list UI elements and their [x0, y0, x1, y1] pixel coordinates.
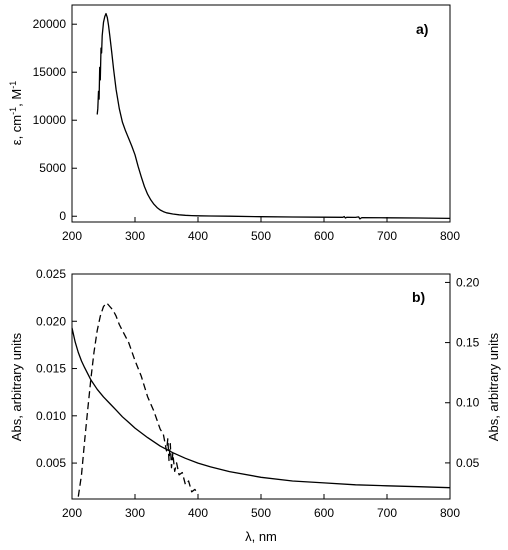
x-tick-label: 800	[440, 229, 460, 243]
panel-a-x-ticks: 200 300 400 500 600 700 800	[62, 217, 460, 243]
panel-b-y-axis-title: Abs, arbitrary units	[9, 332, 24, 441]
panel-b-right-y-axis-title: Abs, arbitrary units	[486, 332, 501, 441]
y-tick-label: 0.015	[36, 362, 66, 376]
x-tick-label: 600	[314, 229, 334, 243]
x-tick-label: 700	[377, 506, 397, 520]
y-tick-label: 15000	[33, 65, 67, 79]
x-tick-label: 500	[251, 506, 271, 520]
panel-b-y-ticks: 0.005 0.010 0.015 0.020 0.025	[36, 267, 77, 470]
y-tick-label: 0.025	[36, 267, 66, 281]
x-tick-label: 300	[125, 229, 145, 243]
right-y-tick-label: 0.20	[456, 275, 480, 289]
x-tick-label: 400	[188, 506, 208, 520]
y-tick-label: 0.005	[36, 456, 66, 470]
panel-b-label: b)	[412, 289, 425, 305]
y-tick-label: 0	[59, 209, 66, 223]
solid-series-line	[71, 327, 451, 489]
y-tick-label: 0.010	[36, 409, 66, 423]
y-tick-label: 0.020	[36, 314, 66, 328]
x-tick-label: 200	[62, 229, 82, 243]
panel-a-plot-frame	[71, 4, 451, 223]
solid-series-line	[96, 12, 451, 220]
panel-a: 200 300 400 500 600 700 800 0 5000 10000 15000 200…	[8, 4, 460, 243]
y-tick-label: 20000	[33, 17, 67, 31]
right-y-tick-label: 0.10	[456, 396, 480, 410]
right-y-tick-label: 0.05	[456, 456, 480, 470]
y-tick-label: 10000	[33, 113, 67, 127]
x-tick-label: 600	[314, 506, 334, 520]
right-y-tick-label: 0.15	[456, 336, 480, 350]
panel-b-x-axis-title: λ, nm	[245, 529, 277, 544]
panel-b-series	[71, 302, 451, 497]
panel-b-plot-frame	[71, 273, 451, 500]
panel-b-right-y-ticks: 0.05 0.10 0.15 0.20	[445, 275, 480, 470]
x-tick-label: 200	[62, 506, 82, 520]
x-tick-label: 800	[440, 506, 460, 520]
dashed-series-line	[77, 302, 199, 497]
x-tick-label: 500	[251, 229, 271, 243]
panel-a-y-ticks: 0 5000 10000 15000 20000	[33, 17, 77, 223]
panel-b-x-ticks: 200 300 400 500 600 700 800	[62, 494, 460, 520]
x-tick-label: 700	[377, 229, 397, 243]
panel-a-y-axis-title: ε, cm-1, M-1	[8, 81, 24, 145]
panel-b: 200 300 400 500 600 700 800 0.0050.0100.0150.0…	[9, 267, 501, 544]
x-tick-label: 300	[125, 506, 145, 520]
y-tick-label: 5000	[39, 161, 66, 175]
panel-a-series	[96, 12, 451, 220]
panel-a-label: a)	[416, 21, 428, 37]
x-tick-label: 400	[188, 229, 208, 243]
